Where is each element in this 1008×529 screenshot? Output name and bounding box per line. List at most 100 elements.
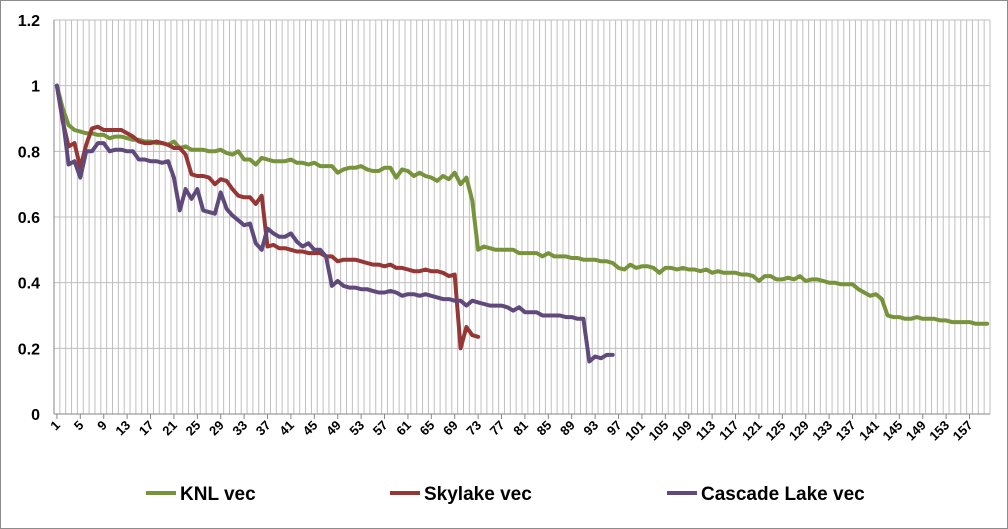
data-point — [804, 279, 808, 283]
data-point — [388, 289, 392, 293]
data-point — [856, 287, 861, 291]
data-point — [166, 159, 170, 163]
data-point — [745, 272, 749, 277]
data-point — [72, 141, 77, 145]
x-tick-label: 53 — [346, 418, 367, 439]
data-point — [96, 133, 100, 137]
data-point — [178, 208, 182, 212]
data-point — [663, 266, 667, 270]
data-point — [605, 353, 609, 357]
data-point — [347, 166, 351, 170]
data-point — [213, 149, 217, 153]
data-point — [412, 292, 416, 296]
data-point — [622, 267, 627, 272]
x-tick-label: 125 — [762, 418, 788, 444]
data-point — [148, 141, 153, 145]
data-point — [652, 266, 656, 270]
data-point — [324, 254, 328, 258]
data-point — [342, 258, 346, 262]
data-point — [306, 241, 311, 245]
data-point — [593, 354, 597, 359]
data-point — [225, 151, 229, 155]
data-point — [353, 166, 357, 170]
data-point — [377, 290, 381, 295]
data-point — [681, 266, 685, 270]
data-point — [973, 322, 978, 326]
data-point — [891, 315, 896, 319]
x-tick-label: 153 — [926, 418, 952, 444]
data-point — [704, 267, 708, 272]
data-point — [459, 346, 463, 350]
data-point — [78, 176, 82, 180]
data-point — [242, 195, 246, 199]
data-point — [418, 294, 422, 298]
data-point — [342, 167, 346, 171]
data-point — [84, 143, 88, 147]
data-point — [459, 182, 463, 186]
x-tick-label: 65 — [417, 418, 438, 439]
data-point — [154, 159, 158, 163]
series-lines — [54, 83, 990, 364]
data-point — [459, 299, 463, 303]
data-point — [932, 317, 937, 321]
data-point — [143, 157, 147, 162]
data-point — [347, 286, 351, 290]
data-point — [353, 258, 357, 262]
data-point — [693, 267, 697, 272]
data-point — [938, 318, 942, 322]
data-point — [862, 290, 866, 295]
data-point — [113, 135, 117, 139]
data-point — [850, 282, 855, 286]
data-point — [388, 166, 392, 170]
data-point — [295, 240, 299, 244]
data-point — [61, 116, 65, 121]
data-point — [108, 136, 112, 140]
data-point — [441, 271, 445, 275]
y-tick-label: 1 — [31, 79, 40, 96]
data-point — [260, 248, 264, 252]
data-point — [394, 266, 398, 270]
legend-label: Cascade Lake vec — [701, 484, 865, 505]
data-point — [108, 149, 112, 153]
data-point — [306, 251, 311, 255]
data-point — [318, 248, 322, 252]
data-point — [470, 333, 474, 337]
data-point — [722, 271, 726, 275]
series-line-0 — [54, 83, 990, 326]
x-tick-label: 57 — [370, 418, 391, 439]
data-point — [131, 135, 135, 139]
data-point — [821, 279, 825, 283]
data-point — [119, 135, 123, 139]
x-tick-label: 109 — [669, 418, 695, 444]
data-point — [359, 164, 363, 168]
data-point — [587, 258, 591, 262]
data-point — [353, 286, 357, 290]
data-point — [359, 259, 363, 263]
data-point — [576, 256, 580, 260]
x-tick-label: 93 — [580, 418, 601, 439]
data-point — [400, 294, 404, 298]
data-point — [400, 167, 404, 171]
data-point — [558, 254, 562, 258]
data-point — [102, 141, 106, 145]
data-point — [587, 359, 591, 364]
data-point — [172, 139, 176, 144]
x-tick-label: 117 — [716, 418, 741, 443]
data-point — [365, 287, 369, 291]
x-tick-label: 41 — [276, 418, 297, 439]
data-point — [476, 335, 480, 339]
data-point — [242, 223, 246, 227]
data-point — [113, 148, 117, 152]
data-point — [283, 246, 287, 250]
data-point — [447, 177, 451, 181]
x-tick-label: 89 — [557, 418, 578, 439]
data-point — [377, 263, 381, 267]
data-point — [371, 263, 375, 267]
data-point — [236, 194, 240, 198]
data-point — [599, 259, 603, 263]
x-tick-label: 33 — [229, 418, 250, 439]
data-point — [447, 274, 451, 278]
data-point — [774, 277, 779, 281]
data-point — [464, 325, 468, 329]
x-tick-label: 61 — [393, 418, 414, 439]
